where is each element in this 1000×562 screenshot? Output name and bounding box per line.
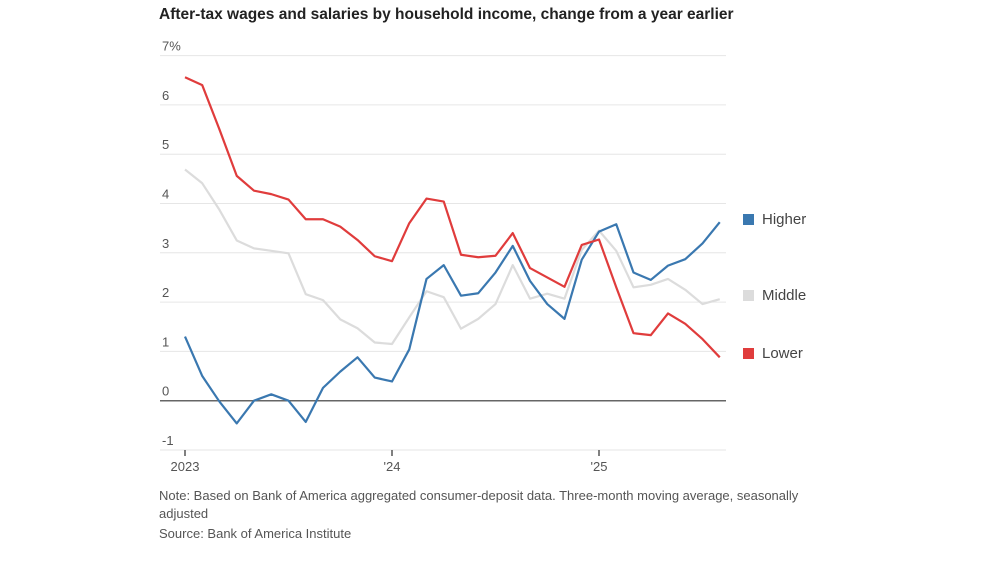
chart-source: Source: Bank of America Institute	[159, 526, 352, 541]
y-tick-label: 5	[162, 137, 169, 152]
x-tick-label: '24	[384, 459, 401, 474]
y-tick-label: 7%	[162, 39, 181, 54]
legend-label: Middle	[762, 287, 807, 304]
y-tick-label: 2	[162, 285, 169, 300]
y-tick-label: 4	[162, 187, 169, 202]
legend-swatch-icon	[743, 214, 754, 225]
x-tick-label: '25	[591, 459, 608, 474]
legend-item-higher: Higher	[743, 211, 806, 228]
legend-swatch-icon	[743, 290, 754, 301]
legend-item-middle: Middle	[743, 287, 806, 304]
legend-label: Lower	[762, 345, 803, 362]
legend-item-lower: Lower	[743, 345, 803, 362]
chart-note: Note: Based on Bank of America aggregate…	[159, 488, 799, 521]
y-tick-label: 1	[162, 334, 169, 349]
y-tick-label: 3	[162, 236, 169, 251]
legend-label: Higher	[762, 211, 807, 228]
y-tick-label: 0	[162, 384, 169, 399]
series-line-higher	[183, 221, 721, 425]
y-tick-label: 6	[162, 88, 169, 103]
chart-title: After-tax wages and salaries by househol…	[159, 6, 734, 23]
series-line-middle	[184, 168, 721, 346]
x-tick-label: 2023	[171, 459, 200, 474]
y-tick-label: -1	[162, 433, 174, 448]
series-line-lower	[184, 76, 721, 359]
legend-swatch-icon	[743, 348, 754, 359]
